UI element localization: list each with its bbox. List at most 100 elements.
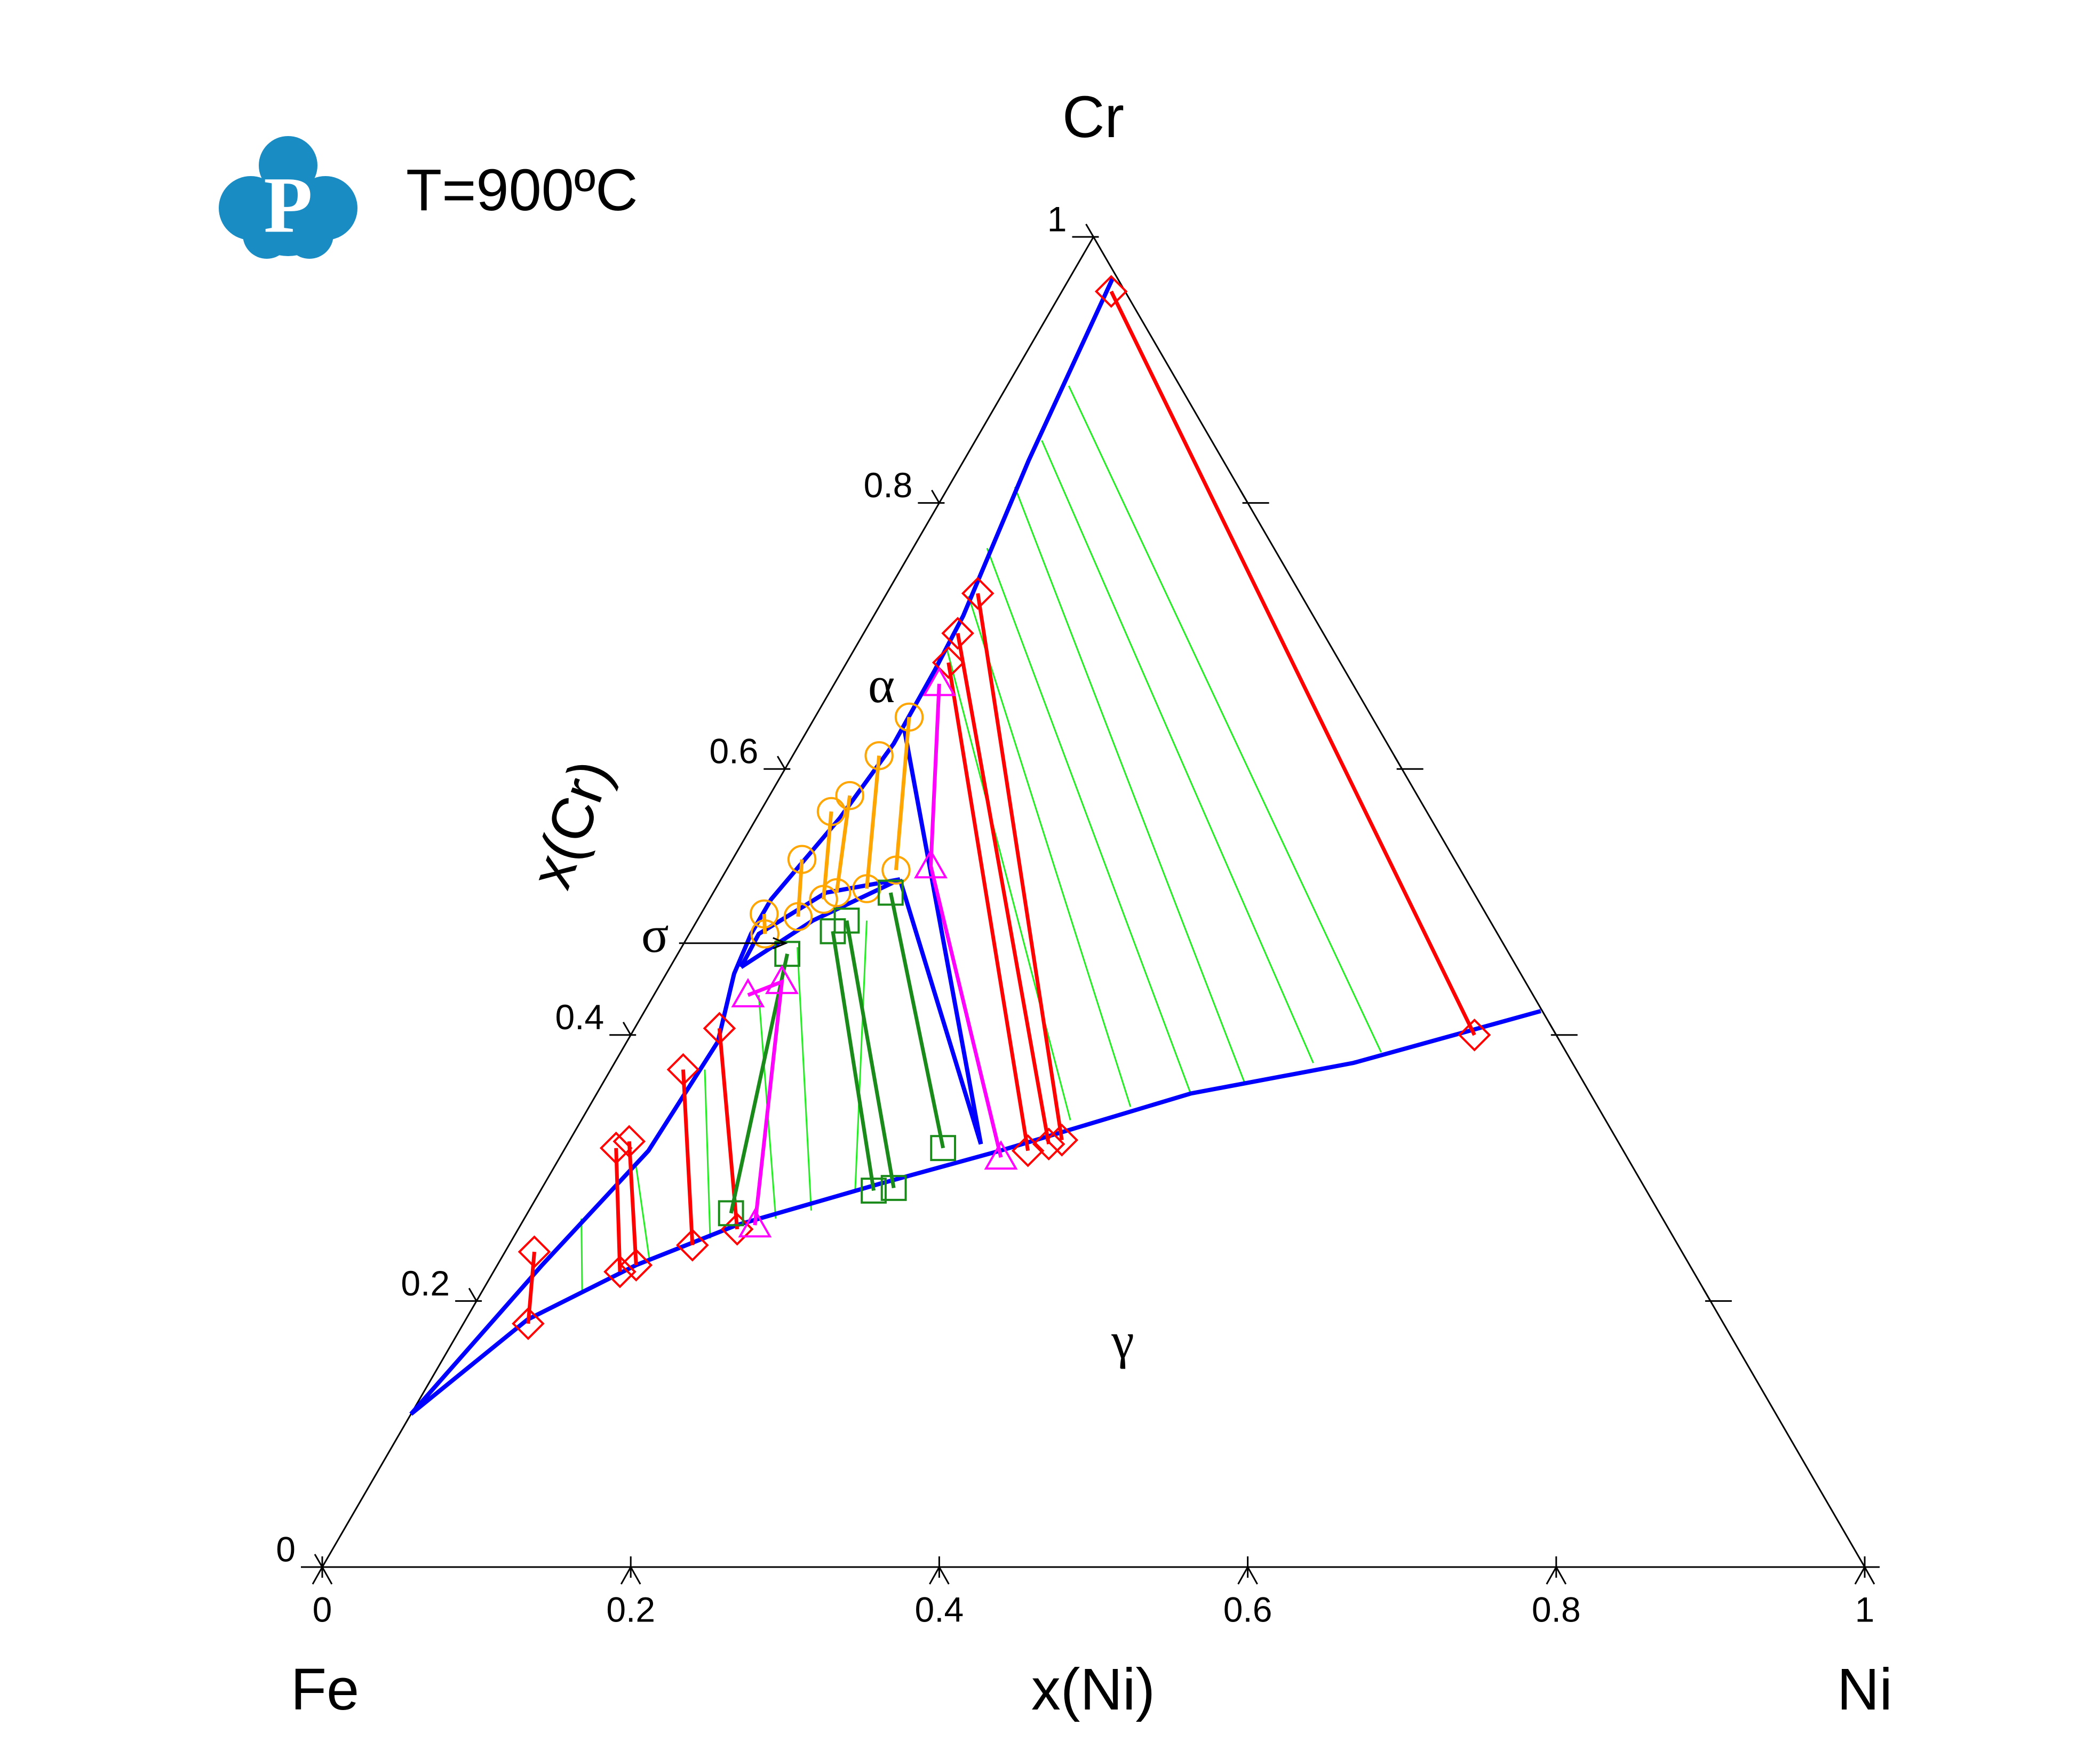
tie-line: [1068, 385, 1382, 1053]
marker: [619, 1249, 653, 1282]
marker: [676, 1228, 709, 1262]
tie-line: [796, 947, 812, 1211]
right-tick: [1239, 489, 1269, 504]
y-tick: [918, 489, 945, 504]
measured-tie-line: [928, 683, 1003, 1158]
corner-label: Fe: [291, 1657, 359, 1722]
x-tick: [1850, 1556, 1880, 1585]
measured-tie-line: [894, 717, 911, 870]
measured-tie-line: [729, 953, 790, 1214]
logo: P: [219, 136, 357, 259]
marker: [1011, 1134, 1045, 1167]
measured-tie-line: [627, 1141, 638, 1266]
x-tick-label: 0.8: [1532, 1589, 1581, 1629]
marker: [809, 885, 838, 914]
marker: [914, 849, 948, 879]
y-tick: [455, 1287, 482, 1302]
y-tick-label: 0.6: [710, 732, 759, 771]
phase-boundary: [409, 1009, 1541, 1416]
x-tick: [307, 1556, 337, 1585]
marker: [703, 1012, 736, 1045]
marker: [512, 1307, 545, 1340]
y-tick: [1072, 224, 1099, 238]
measured-tie-line: [946, 662, 1030, 1151]
annotation-arrow: [679, 937, 788, 950]
measured-tie-line: [762, 913, 767, 934]
marker: [1458, 1018, 1491, 1052]
marker: [1094, 275, 1128, 308]
marker: [783, 902, 813, 932]
marker: [922, 666, 956, 696]
corner-label: Cr: [1062, 84, 1124, 150]
tie-line: [854, 920, 868, 1191]
marker: [750, 919, 779, 949]
tie-line: [986, 547, 1192, 1094]
corner-label: Ni: [1837, 1657, 1892, 1722]
phase-boundary: [739, 877, 901, 969]
logo-letter: P: [264, 161, 313, 249]
marker: [835, 781, 864, 810]
tie-line: [1041, 440, 1314, 1063]
marker: [941, 617, 974, 650]
marker: [765, 965, 799, 995]
phase-label: γ: [1111, 1312, 1134, 1369]
marker: [718, 1200, 744, 1227]
y-tick: [301, 1554, 328, 1568]
marker: [603, 1255, 637, 1289]
x-tick: [1541, 1556, 1571, 1585]
marker: [774, 941, 801, 967]
measured-tie-line: [865, 755, 881, 889]
marker: [984, 1140, 1018, 1170]
marker: [833, 908, 860, 934]
phase-boundary: [409, 277, 1115, 1416]
marker: [787, 845, 817, 874]
measured-tie-line: [822, 811, 833, 900]
measured-tie-line: [681, 1069, 695, 1245]
tie-line: [967, 595, 1132, 1107]
marker: [1045, 1123, 1079, 1157]
marker: [861, 1178, 887, 1204]
y-tick: [763, 756, 791, 770]
y-tick-label: 0.4: [555, 997, 604, 1037]
tie-line: [704, 1069, 711, 1239]
measured-tie-line: [1109, 290, 1476, 1036]
x-tick: [1232, 1556, 1263, 1585]
chart-title: T=900ºC: [406, 157, 638, 223]
x-axis-title: x(Ni): [1031, 1657, 1155, 1722]
measured-tie-line: [976, 593, 1064, 1141]
phase-label: σ: [641, 906, 669, 963]
tie-line: [1014, 487, 1246, 1084]
measured-tie-line: [956, 633, 1051, 1144]
right-tick: [1548, 1022, 1578, 1036]
marker: [816, 797, 846, 826]
marker: [894, 702, 924, 732]
x-tick-label: 0.2: [606, 1589, 655, 1629]
tie-line: [946, 649, 1071, 1120]
marker: [738, 1208, 772, 1238]
measured-tie-line: [747, 979, 784, 1226]
measured-tie-line: [614, 1148, 622, 1272]
marker: [930, 1135, 957, 1162]
measured-tie-line: [834, 795, 852, 893]
marker: [822, 878, 852, 908]
marker: [932, 646, 965, 679]
marker: [1032, 1127, 1065, 1161]
marker: [518, 1235, 551, 1268]
measured-tie-line: [888, 892, 945, 1149]
y-tick-label: 0: [276, 1529, 296, 1569]
phase-label: α: [868, 656, 895, 713]
marker: [820, 918, 846, 944]
marker: [599, 1131, 633, 1165]
x-tick-label: 0: [313, 1589, 332, 1629]
triangle-frame: [321, 235, 1866, 1568]
y-tick: [609, 1022, 637, 1036]
marker: [731, 977, 765, 1008]
marker: [961, 577, 995, 610]
x-tick-label: 0.4: [915, 1589, 964, 1629]
marker: [852, 874, 881, 903]
marker: [666, 1053, 700, 1086]
right-tick: [1394, 756, 1423, 770]
tie-line: [635, 1166, 650, 1259]
